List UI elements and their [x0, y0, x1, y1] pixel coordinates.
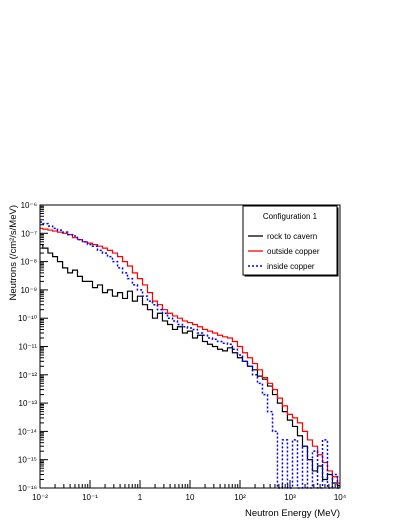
y-axis-label: Neutrons (/cm²/s/MeV): [8, 205, 19, 301]
y-tick-label: 10⁻¹²: [19, 371, 38, 380]
x-axis-label: Neutron Energy (MeV): [245, 508, 340, 519]
x-tick-label: 10⁴: [334, 493, 347, 502]
y-tick-label: 10⁻¹⁰: [18, 314, 37, 323]
y-tick-label: 10⁻¹⁶: [18, 484, 37, 493]
x-tick-label: 10³: [284, 493, 296, 502]
x-tick-label: 10⁻²: [32, 493, 48, 502]
y-tick-label: 10⁻⁸: [21, 258, 38, 267]
y-tick-label: 10⁻¹⁵: [18, 456, 37, 465]
y-tick-label: 10⁻⁹: [20, 286, 37, 295]
x-tick-label: 10²: [234, 493, 246, 502]
legend-entry-1: rock to cavern: [267, 232, 317, 241]
y-tick-label: 10⁻¹³: [19, 399, 38, 408]
series-line-2: [40, 227, 340, 484]
x-tick-label: 10: [186, 493, 195, 502]
legend-entry-3: inside copper: [267, 262, 315, 271]
legend-box: [242, 205, 338, 276]
legend-title: Configuration 1: [263, 212, 318, 221]
y-tick-label: 10⁻¹⁴: [18, 427, 38, 436]
axes-layer: 10⁻² 10⁻¹ 1 10 10² 10³ 10⁴ 10⁻¹⁶ 10⁻¹⁵ 10⁻¹⁴ 10⁻¹³…: [18, 201, 347, 502]
y-tick-label: 10⁻¹¹: [19, 343, 38, 352]
legend: Configuration 1 rock to cavern outside cop…: [242, 205, 339, 277]
y-tick-label: 10⁻⁷: [21, 229, 37, 238]
series-line-1: [40, 243, 340, 487]
y-tick-label: 10⁻⁶: [21, 201, 37, 210]
legend-entry-2: outside copper: [267, 247, 320, 256]
x-tick-label: 1: [138, 493, 143, 502]
x-tick-label: 10⁻¹: [82, 493, 98, 502]
